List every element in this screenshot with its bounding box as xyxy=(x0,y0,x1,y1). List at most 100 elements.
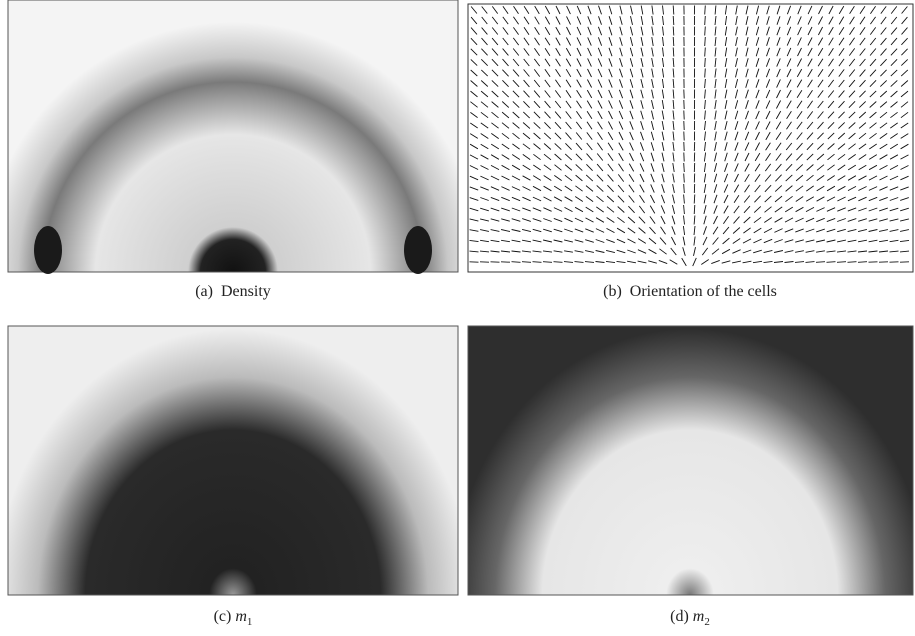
orientation-arrow xyxy=(838,100,845,109)
orientation-arrow xyxy=(618,89,624,99)
orientation-arrow xyxy=(544,121,551,130)
orientation-arrow xyxy=(533,132,541,140)
orientation-arrow xyxy=(480,175,489,181)
orientation-arrow xyxy=(900,229,909,232)
orientation-arrow xyxy=(533,79,541,88)
orientation-arrow xyxy=(512,58,520,67)
orientation-arrow xyxy=(533,153,541,161)
orientation-arrow xyxy=(827,121,835,130)
orientation-arrow xyxy=(469,207,479,212)
orientation-arrow xyxy=(869,132,877,140)
orientation-arrow xyxy=(585,217,594,223)
orientation-arrow xyxy=(501,111,510,119)
orientation-arrow xyxy=(542,250,553,253)
orientation-arrow xyxy=(627,249,636,254)
orientation-arrow xyxy=(469,197,479,201)
orientation-arrow xyxy=(765,153,771,161)
orientation-arrow xyxy=(629,89,634,99)
orientation-arrow xyxy=(480,239,489,243)
orientation-arrow xyxy=(629,110,634,120)
orientation-arrow xyxy=(469,229,479,232)
orientation-arrow xyxy=(683,215,685,225)
orientation-arrow xyxy=(734,131,739,141)
orientation-arrow xyxy=(587,37,592,46)
orientation-arrow xyxy=(754,163,761,172)
orientation-arrow xyxy=(724,79,728,88)
orientation-arrow xyxy=(469,175,479,181)
orientation-arrow xyxy=(502,6,509,14)
orientation-arrow xyxy=(868,239,878,243)
orientation-arrow xyxy=(743,216,751,224)
orientation-arrow xyxy=(828,58,834,67)
orientation-arrow xyxy=(826,196,836,202)
orientation-arrow xyxy=(651,89,654,99)
orientation-arrow xyxy=(828,5,834,15)
orientation-arrow xyxy=(627,227,636,234)
orientation-arrow xyxy=(735,5,738,15)
orientation-arrow xyxy=(576,47,582,57)
orientation-arrow xyxy=(533,58,541,67)
orientation-arrow xyxy=(637,260,647,264)
orientation-arrow xyxy=(574,217,584,223)
orientation-arrow xyxy=(469,218,479,222)
orientation-arrow xyxy=(640,58,644,67)
orientation-arrow xyxy=(554,143,562,150)
orientation-arrow xyxy=(586,110,593,120)
orientation-arrow xyxy=(805,261,815,263)
orientation-arrow xyxy=(608,47,613,57)
orientation-arrow xyxy=(890,48,898,56)
orientation-arrow xyxy=(724,142,728,151)
orientation-arrow xyxy=(880,69,887,77)
orientation-arrow xyxy=(544,5,551,15)
orientation-arrow xyxy=(490,143,500,150)
orientation-arrow xyxy=(763,260,773,264)
orientation-arrow xyxy=(837,143,846,150)
orientation-arrow xyxy=(491,80,499,87)
orientation-arrow xyxy=(818,5,823,15)
orientation-arrow xyxy=(543,239,552,243)
orientation-arrow xyxy=(597,100,603,109)
orientation-arrow xyxy=(637,238,647,244)
orientation-arrow xyxy=(806,153,814,161)
orientation-arrow xyxy=(745,36,749,47)
orientation-arrow xyxy=(869,143,877,150)
orientation-arrow xyxy=(587,79,592,88)
orientation-arrow xyxy=(743,205,751,214)
orientation-arrow xyxy=(870,6,876,14)
caption: (b) Orientation of the cells xyxy=(603,283,777,300)
orientation-arrow xyxy=(733,216,740,224)
orientation-arrow xyxy=(575,153,583,161)
orientation-arrow xyxy=(501,239,510,243)
orientation-arrow xyxy=(817,90,824,98)
orientation-arrow xyxy=(755,16,760,25)
orientation-arrow xyxy=(816,185,825,192)
orientation-arrow xyxy=(574,196,584,202)
orientation-arrow xyxy=(724,152,728,162)
orientation-arrow xyxy=(554,90,562,98)
orientation-arrow xyxy=(890,6,898,14)
orientation-arrow xyxy=(817,68,824,78)
orientation-arrow xyxy=(662,36,664,47)
orientation-arrow xyxy=(849,27,855,35)
orientation-arrow xyxy=(847,261,857,263)
orientation-arrow xyxy=(734,100,739,109)
orientation-arrow xyxy=(901,48,908,56)
orientation-arrow xyxy=(786,16,792,25)
orientation-arrow xyxy=(629,79,634,88)
orientation-arrow xyxy=(553,228,563,233)
orientation-arrow xyxy=(544,100,551,109)
orientation-arrow xyxy=(629,47,634,57)
orientation-arrow xyxy=(763,249,773,254)
orientation-arrow xyxy=(501,143,510,150)
orientation-arrow xyxy=(619,68,623,78)
orientation-arrow xyxy=(721,260,731,264)
orientation-arrow xyxy=(704,99,706,110)
orientation-arrow xyxy=(703,215,707,225)
orientation-arrow xyxy=(766,47,770,57)
orientation-arrow xyxy=(544,90,551,98)
orientation-arrow xyxy=(565,47,572,57)
orientation-arrow xyxy=(796,132,803,140)
orientation-arrow xyxy=(753,206,762,213)
orientation-arrow xyxy=(869,37,877,46)
orientation-arrow xyxy=(724,163,728,172)
